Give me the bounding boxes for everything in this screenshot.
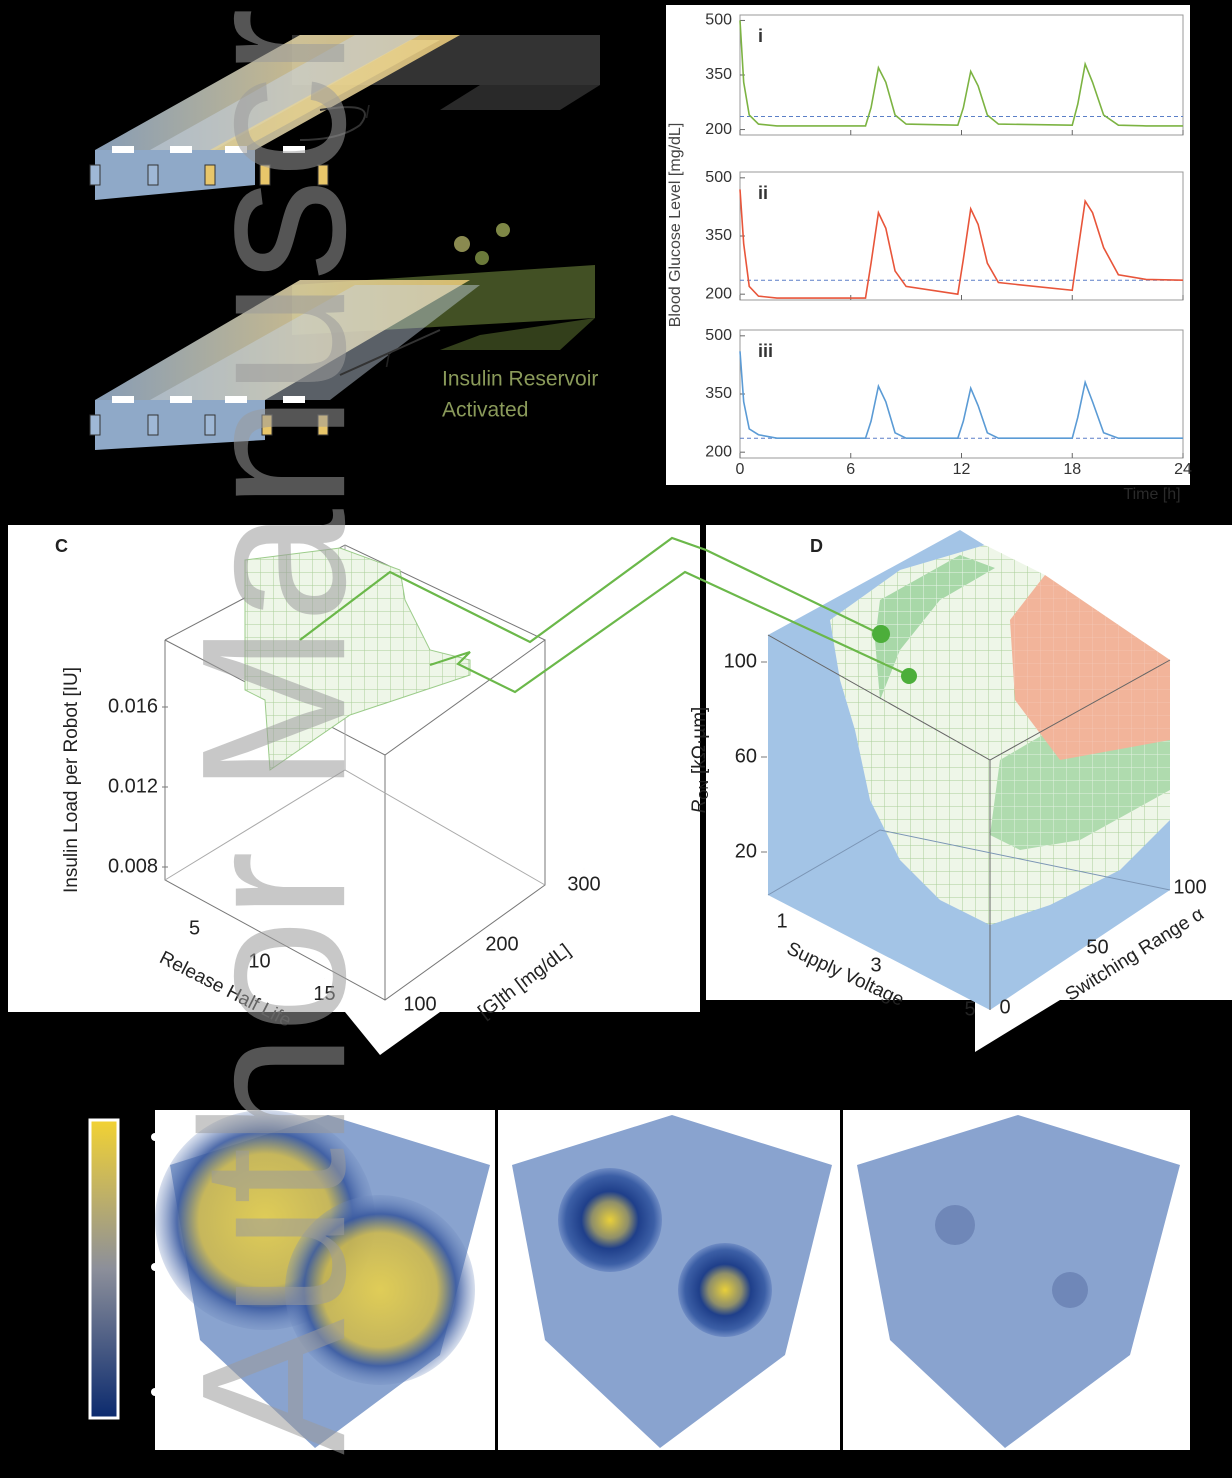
panel-label: D [810,536,823,556]
x-tick-label: 5 [964,998,975,1020]
x-tick-label: 24 [1174,461,1192,478]
page: { "diagram": { "reservoir_label": ["Insu… [0,0,1232,1478]
y-tick-label: 300 [567,873,600,895]
y-tick-label: 100 [403,993,436,1015]
watermark: Author Manuscript [159,0,388,1455]
z-tick-label: 0.016 [108,695,158,717]
subplot-label: iii [758,341,773,361]
y-tick-label: 350 [705,66,732,83]
z-axis-title-subscript: ON [696,780,711,800]
x-tick-label: 6 [846,461,855,478]
x-tick-label: 18 [1063,461,1081,478]
y-tick-label: 200 [705,443,732,460]
x-tick-label: 3 [870,954,881,976]
z-axis-title-unit: [kΩ·µm] [689,707,710,774]
y-tick-label: 200 [705,121,732,138]
z-tick-label: 20 [735,840,757,862]
insulin-particle [496,223,510,237]
subplot-label: ii [758,183,768,203]
reservoir-face [440,85,600,110]
x-tick-label: 1 [776,910,787,932]
z-axis-title-symbol: R [689,799,710,813]
y-tick-label: 0 [999,996,1010,1018]
y-tick-label: 350 [705,227,732,244]
y-tick-label: 200 [705,285,732,302]
y-tick-label: 200 [485,933,518,955]
z-tick-label: 0.008 [108,855,158,877]
z-tick-label: 60 [735,745,757,767]
reservoir-label: Activated [442,399,528,422]
x-axis-title: Time [h] [1123,486,1180,503]
divider [700,525,706,580]
y-axis-title: Blood Glucose Level [mg/dL] [667,123,684,328]
x-tick-label: 0 [736,461,745,478]
subplot-label: i [758,26,763,46]
z-axis-title: Insulin Load per Robot [IU] [61,667,82,893]
insulin-particle [454,236,470,252]
y-tick-label: 350 [705,385,732,402]
selected-point [872,625,890,643]
colorbar [90,1120,118,1418]
y-tick-label: 100 [1173,876,1206,898]
y-tick-label: 500 [705,169,732,186]
x-tick-label: 12 [953,461,971,478]
selected-point [901,668,917,684]
z-tick-label: 100 [724,650,757,672]
z-tick-label: 0.012 [108,775,158,797]
y-tick-label: 500 [705,12,732,29]
y-tick-label: 50 [1086,936,1108,958]
y-tick-label: 500 [705,327,732,344]
panel-label: C [55,536,68,556]
insulin-particle [475,251,489,265]
figure: I I Insulin Reservoir Activated Blood Gl… [0,0,1232,1478]
reservoir-label: Insulin Reservoir [442,368,598,391]
